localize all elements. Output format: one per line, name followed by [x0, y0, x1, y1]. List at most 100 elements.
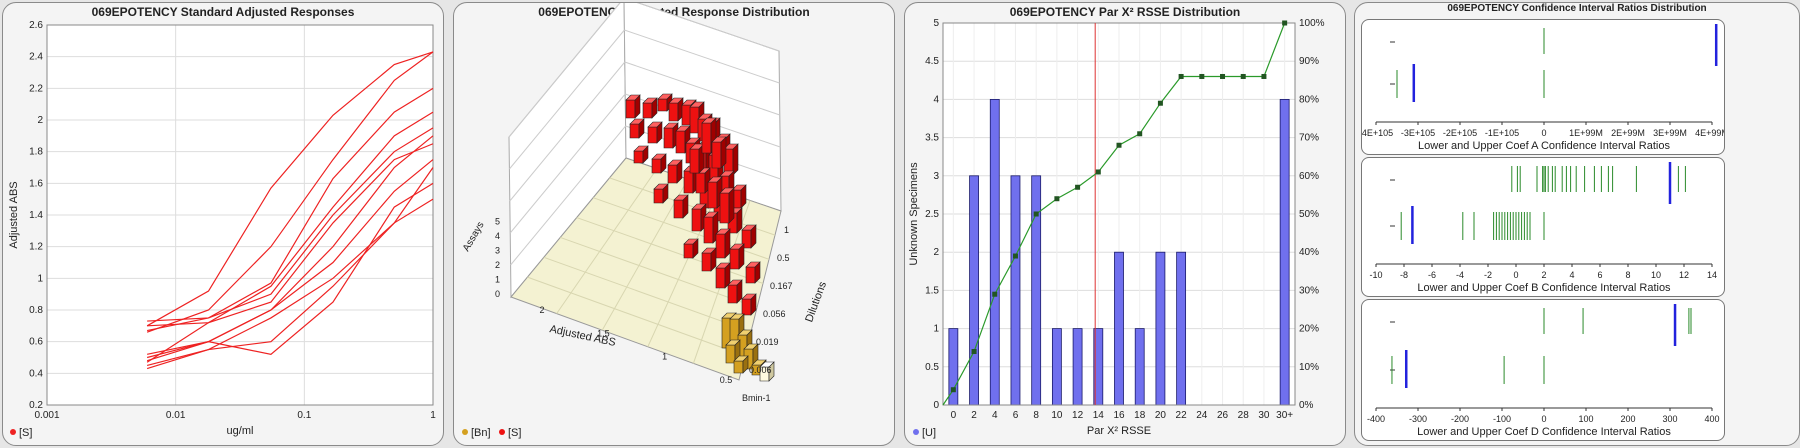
rsse-distribution-chart[interactable]: 00.511.522.533.544.550%10%20%30%40%50%60… [905, 3, 1345, 445]
y2-tick-label: 40% [1299, 247, 1319, 258]
bar-top [725, 339, 741, 346]
coef-d-subchart[interactable]: -400 -300 -200 -100 0 100 200 300 400 Lower and U… [1361, 299, 1725, 441]
x-tick-label: 0 [1541, 128, 1546, 138]
legend-marker [913, 429, 919, 435]
y-tick-label: 1.8 [29, 147, 43, 158]
x-tick-label: 10 [1651, 270, 1661, 280]
bar-side [728, 187, 735, 224]
y2-tick-label: 50% [1299, 209, 1319, 220]
x-tick-label: 30+ [1276, 410, 1293, 421]
bar-front [719, 192, 730, 224]
cumulative-point [1075, 184, 1081, 190]
cumulative-point [1282, 20, 1288, 26]
z-tick-label: 4 [495, 231, 500, 241]
bar-front [651, 158, 662, 174]
x-tick-label: 400 [1704, 414, 1719, 424]
y2-tick-label: 70% [1299, 133, 1319, 144]
series-line [147, 87, 434, 322]
bar-top [625, 94, 641, 101]
y-tick-label: 1.2 [29, 242, 43, 253]
bar-top [733, 355, 749, 362]
x-tick-label: 1.5 [597, 328, 610, 338]
cumulative-point [1116, 142, 1122, 148]
bar-top [737, 329, 753, 336]
histogram-bar [969, 175, 979, 406]
y-tick-label: 0 [933, 400, 939, 411]
y-tick-label: 0.5 [925, 362, 939, 373]
x-tick-label: 2 [539, 305, 544, 315]
bar-front [733, 360, 744, 374]
bar-front [727, 284, 738, 304]
bar-top [719, 187, 735, 194]
wall-gridline [509, 93, 626, 234]
y2-tick-label: 20% [1299, 324, 1319, 335]
y2-tick-label: 30% [1299, 285, 1319, 296]
bar-top [663, 122, 679, 129]
x-tick-label: -100 [1493, 414, 1511, 424]
cumulative-point [1220, 73, 1226, 79]
bar-top [697, 113, 713, 120]
bar-top [721, 312, 737, 319]
cumulative-point [1178, 73, 1184, 79]
cumulative-point [1137, 131, 1143, 137]
x-tick-label: 0 [1513, 270, 1518, 280]
y-tick-label: 1.6 [29, 178, 43, 189]
x-tick-label: -4E+105 [1362, 128, 1393, 138]
x-tick-label: 0.001 [34, 410, 59, 421]
bar-top [689, 101, 705, 108]
bar-front [667, 164, 678, 184]
bar-top [741, 224, 757, 231]
bar-top [683, 238, 699, 245]
y-tick-label: 5 [933, 18, 939, 29]
x-tick-label: -2E+105 [1443, 128, 1477, 138]
bar-top [642, 97, 658, 104]
standard-responses-chart[interactable]: 0.2 0.4 0.6 0.8 1 1.2 1.4 1.6 1.8 2 2.2 2.4 2.6 0.001… [3, 3, 443, 445]
bar-front [681, 104, 692, 126]
bar-top [675, 125, 691, 132]
x-tick-label: 12 [1679, 270, 1689, 280]
series-line [146, 51, 434, 333]
x-tick-label: 2 [1541, 270, 1546, 280]
y-tick-label: 0.167 [770, 281, 793, 291]
y-tick-label: 0.056 [763, 309, 786, 319]
y-tick-label: 2.4 [29, 52, 43, 63]
bar-top [715, 228, 731, 235]
cumulative-point [1033, 211, 1039, 217]
y-tick-label: 0.6 [29, 337, 43, 348]
bar-front [741, 298, 752, 316]
x-tick-label: 22 [1176, 410, 1188, 421]
legend-marker [499, 429, 505, 435]
x-tick-label: 100 [1578, 414, 1593, 424]
bar-front [647, 126, 658, 144]
z-tick-label: 5 [495, 217, 500, 227]
x-tick-label: 1 [430, 410, 436, 421]
z-tick-label: 1 [495, 275, 500, 285]
coef-a-subchart[interactable]: -4E+105 -3E+105 -2E+105 -1E+105 0 1E+99M 2E+99… [1361, 19, 1725, 155]
histogram-bar [1176, 251, 1187, 406]
x-tick-label: 6 [1013, 410, 1019, 421]
x-tick-label: -4 [1456, 270, 1464, 280]
bar-front [683, 170, 694, 194]
coef-b-subchart[interactable]: -10 -8 -6 -4 -2 0 2 4 6 8 10 12 14 Lower and Upper Co… [1361, 157, 1725, 297]
plot-border [942, 22, 1296, 406]
x-tick-label: 28 [1238, 410, 1250, 421]
bar-top [651, 153, 667, 160]
bar-front [701, 122, 712, 154]
series-line [146, 198, 434, 370]
bar-front [625, 99, 636, 119]
y-tick-label: 0.4 [29, 368, 43, 379]
x-tick-label: -300 [1409, 414, 1427, 424]
bar-front [653, 188, 664, 204]
y-tick-label: 2.6 [29, 20, 43, 31]
x-tick-label: 20 [1155, 410, 1167, 421]
x-tick-label: 10 [1051, 410, 1063, 421]
y2-tick-label: 10% [1299, 362, 1319, 373]
bar-top [691, 203, 707, 210]
bar-front [703, 216, 714, 244]
x-tick-label: 26 [1217, 410, 1229, 421]
bar-top [719, 170, 735, 177]
floor-gridline [543, 256, 752, 333]
y-tick-label: 2 [933, 247, 939, 258]
z-axis-label: Assays [461, 220, 487, 253]
